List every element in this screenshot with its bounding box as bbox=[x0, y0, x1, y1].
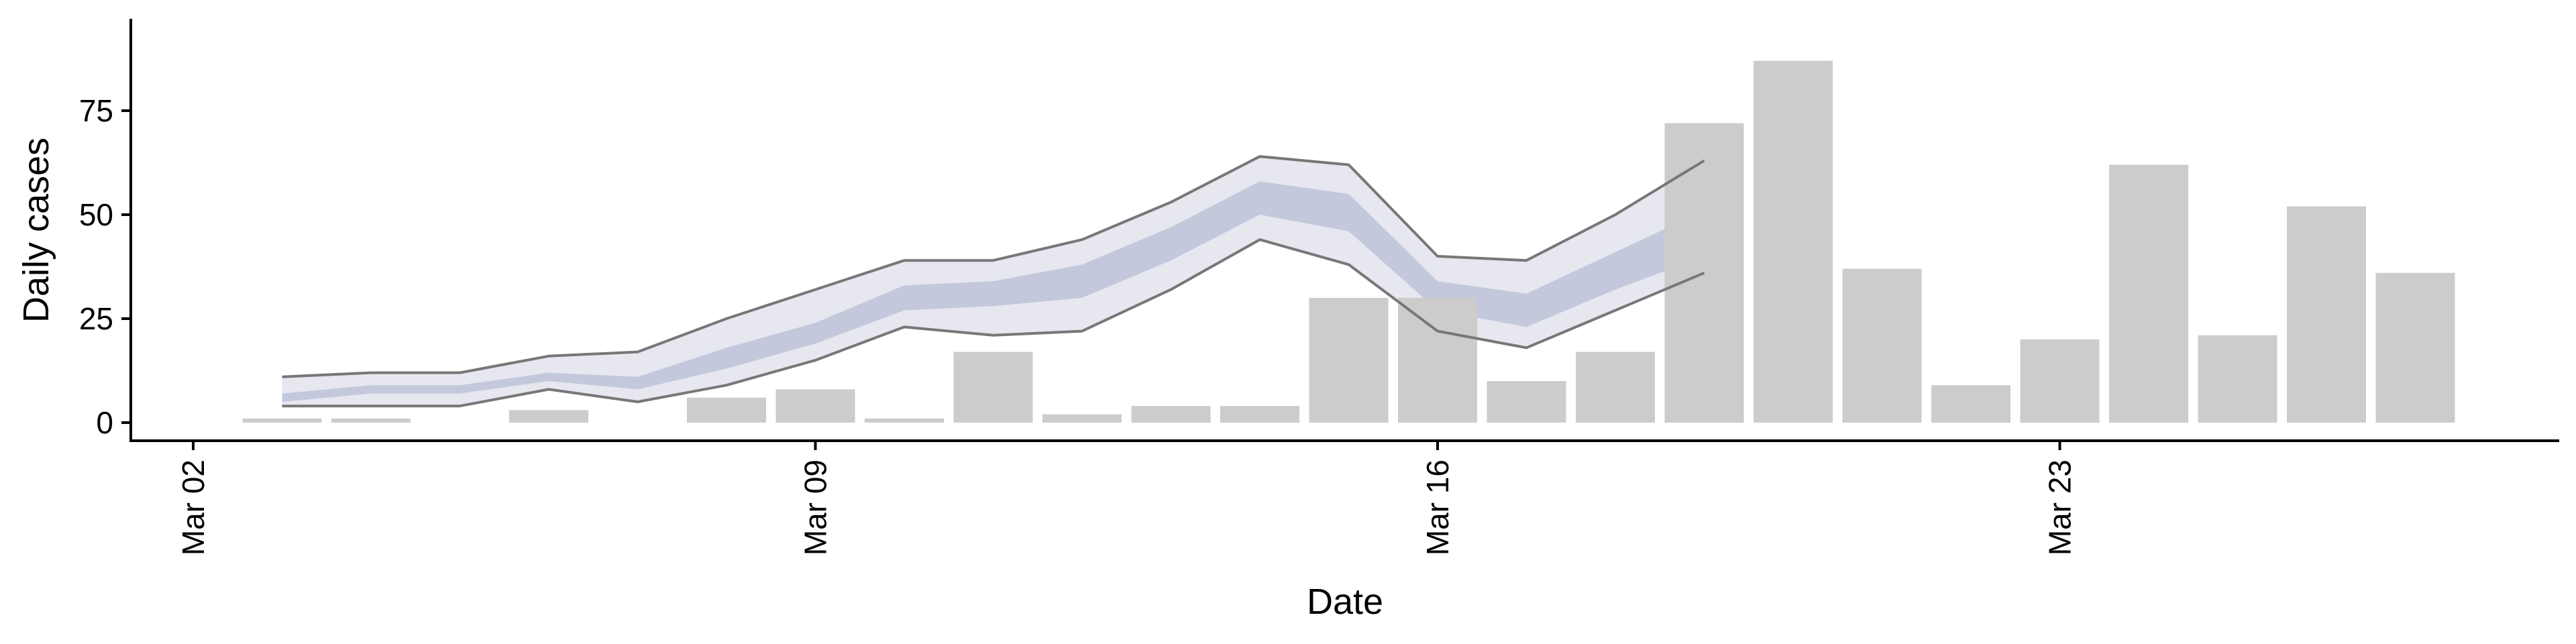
x-tick-label: Mar 09 bbox=[798, 460, 833, 555]
x-tick-label: Mar 02 bbox=[176, 460, 211, 555]
bar bbox=[242, 418, 322, 423]
bar bbox=[1309, 298, 1389, 423]
lower-bound-line bbox=[282, 238, 1705, 408]
y-tick-label: 0 bbox=[96, 405, 113, 440]
y-tick-label: 25 bbox=[79, 301, 113, 336]
y-tick-label: 75 bbox=[79, 93, 113, 128]
x-tick-label: Mar 23 bbox=[2043, 460, 2078, 555]
bar bbox=[953, 352, 1033, 423]
bar bbox=[2287, 206, 2366, 423]
bar bbox=[2109, 164, 2188, 423]
bar bbox=[1487, 381, 1566, 423]
bar bbox=[1398, 298, 1477, 423]
band-edge-lines bbox=[282, 155, 1705, 408]
bar bbox=[1576, 352, 1655, 423]
bar bbox=[1754, 60, 1833, 423]
bar bbox=[687, 397, 766, 423]
inner-band-area bbox=[282, 181, 1705, 402]
x-tick-label: Mar 16 bbox=[1420, 460, 1455, 555]
y-ticks: 0 25 50 75 bbox=[79, 93, 131, 440]
bar bbox=[331, 418, 411, 423]
bar bbox=[1131, 406, 1211, 423]
axes bbox=[129, 19, 2559, 442]
x-ticks: Mar 02 Mar 09 Mar 16 Mar 23 bbox=[176, 441, 2078, 555]
bar bbox=[1931, 385, 2010, 423]
bar bbox=[1042, 414, 1122, 423]
inner-credible-band bbox=[282, 181, 1705, 402]
x-axis-title: Date bbox=[1307, 582, 1383, 622]
bar bbox=[2020, 339, 2100, 423]
y-tick-label: 50 bbox=[79, 197, 113, 232]
bars bbox=[242, 60, 2455, 423]
y-axis-title: Daily cases bbox=[16, 138, 56, 323]
bar bbox=[1842, 268, 1922, 423]
upper-bound-line bbox=[282, 155, 1705, 378]
bar bbox=[2198, 335, 2277, 423]
bar bbox=[1220, 406, 1299, 423]
bar bbox=[2375, 272, 2455, 423]
bar bbox=[865, 418, 944, 423]
bar bbox=[775, 389, 855, 423]
bar bbox=[509, 410, 588, 423]
